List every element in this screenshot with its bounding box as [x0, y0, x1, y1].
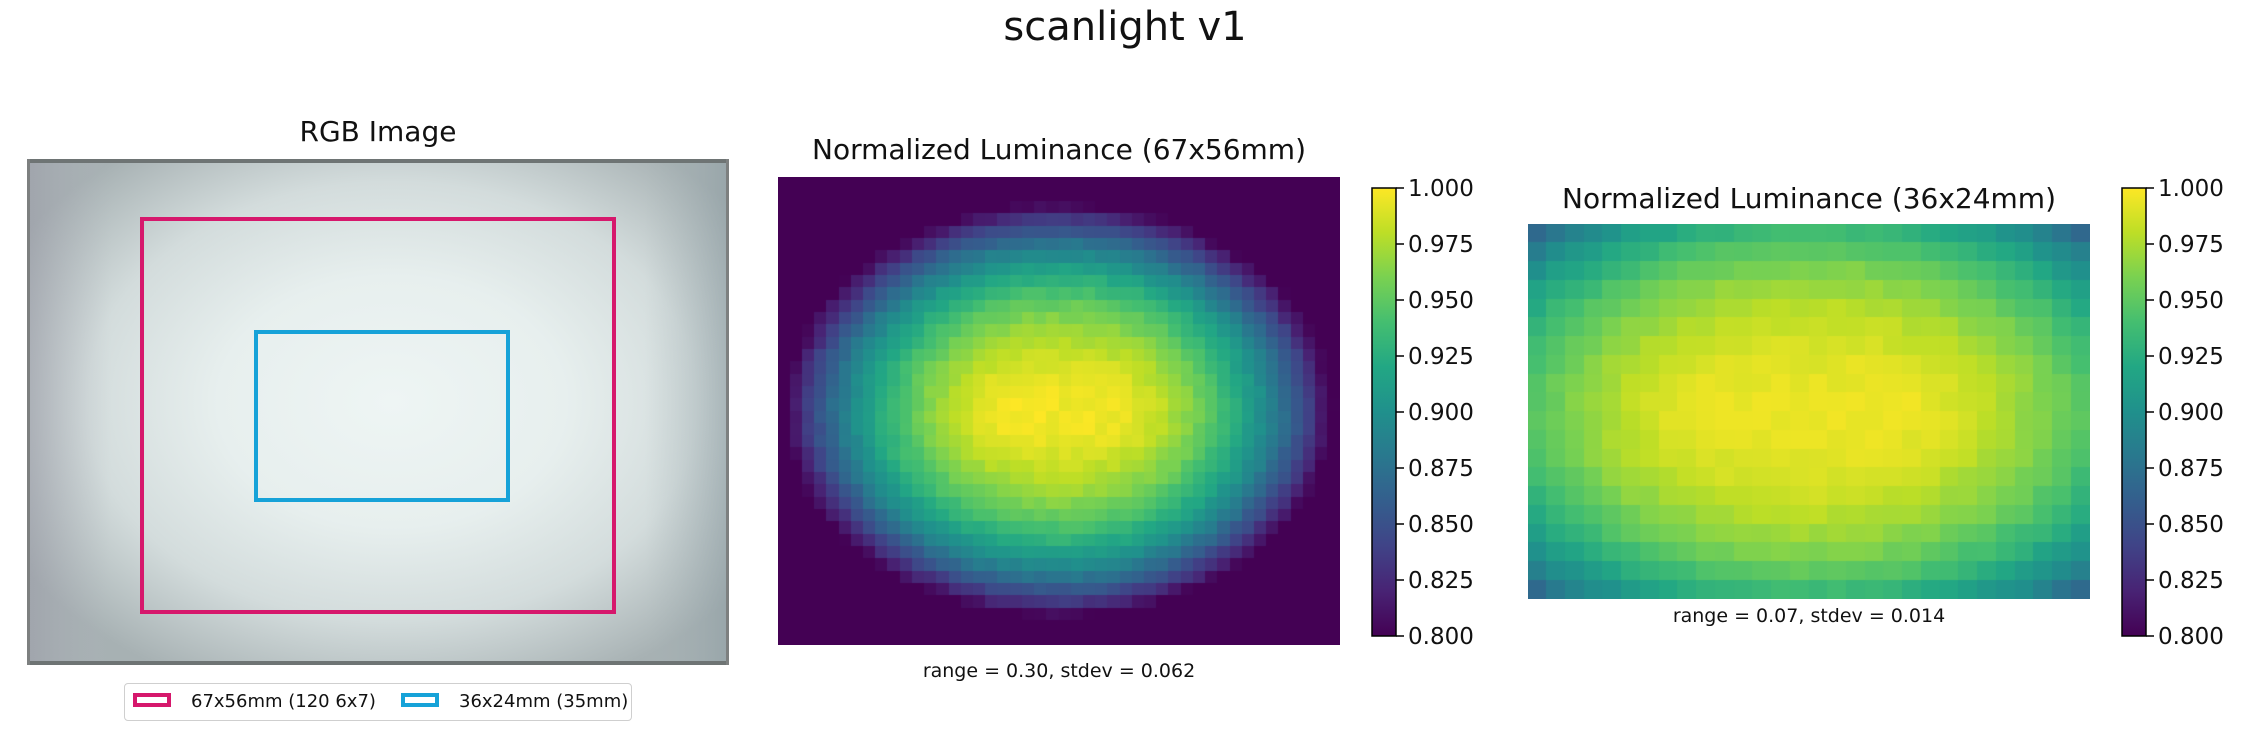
- heatmap-67x56: [778, 177, 1340, 645]
- heatmap-36x24-stats: range = 0.07, stdev = 0.014: [1672, 605, 1946, 627]
- colorbar-67x56-bar: [1371, 187, 1397, 637]
- colorbar-36x24-tick-label: 0.950: [2158, 288, 2224, 314]
- colorbar-36x24: 0.800 0.825 0.850 0.875 0.900 0.925 0.950 0.975…: [2121, 177, 2224, 647]
- legend-label-36x24mm: 36x24mm (35mm): [459, 691, 629, 712]
- colorbar-36x24-tick-label: 0.925: [2158, 344, 2224, 370]
- rgb-legend: 67x56mm (120 6x7) 36x24mm (35mm): [124, 683, 632, 721]
- colorbar-36x24-tick-label: 0.875: [2158, 456, 2224, 482]
- colorbar-36x24-tick-label: 0.825: [2158, 568, 2224, 594]
- colorbar-67x56-tick-label: 1.000: [1408, 177, 1474, 202]
- heatmap-36x24-title: Normalized Luminance (36x24mm): [1562, 182, 2056, 215]
- colorbar-36x24-tick-label: 0.900: [2158, 400, 2224, 426]
- overlay-67x56mm-rect: [140, 217, 616, 614]
- legend-label-67x56mm: 67x56mm (120 6x7): [191, 691, 376, 712]
- figure-title: scanlight v1: [1003, 4, 1247, 50]
- colorbar-36x24-tick-label: 0.850: [2158, 512, 2224, 538]
- heatmap-36x24: [1528, 224, 2090, 599]
- colorbar-67x56-tick-label: 0.975: [1408, 232, 1474, 258]
- rgb-image: [27, 159, 729, 665]
- colorbar-36x24-tick-label: 1.000: [2158, 177, 2224, 202]
- legend-swatch-36x24mm: [401, 693, 439, 707]
- colorbar-67x56-tick-label: 0.925: [1408, 344, 1474, 370]
- colorbar-67x56-tick-label: 0.900: [1408, 400, 1474, 426]
- colorbar-67x56-tick-label: 0.950: [1408, 288, 1474, 314]
- colorbar-36x24-bar: [2121, 187, 2147, 637]
- overlay-36x24mm-rect: [254, 330, 510, 502]
- colorbar-67x56-tick-label: 0.825: [1408, 568, 1474, 594]
- heatmap-67x56-stats: range = 0.30, stdev = 0.062: [922, 660, 1196, 682]
- heatmap-67x56-title: Normalized Luminance (67x56mm): [812, 133, 1306, 166]
- colorbar-36x24-tick-label: 0.800: [2158, 624, 2224, 647]
- colorbar-67x56-tick-label: 0.875: [1408, 456, 1474, 482]
- colorbar-67x56-tick-label: 0.850: [1408, 512, 1474, 538]
- colorbar-36x24-tick-label: 0.975: [2158, 232, 2224, 258]
- colorbar-67x56-tick-label: 0.800: [1408, 624, 1474, 647]
- rgb-image-title: RGB Image: [299, 115, 457, 148]
- legend-swatch-67x56mm: [133, 693, 171, 707]
- colorbar-67x56: 0.800 0.825 0.850 0.875 0.900 0.925 0.950 0.975…: [1371, 177, 1474, 647]
